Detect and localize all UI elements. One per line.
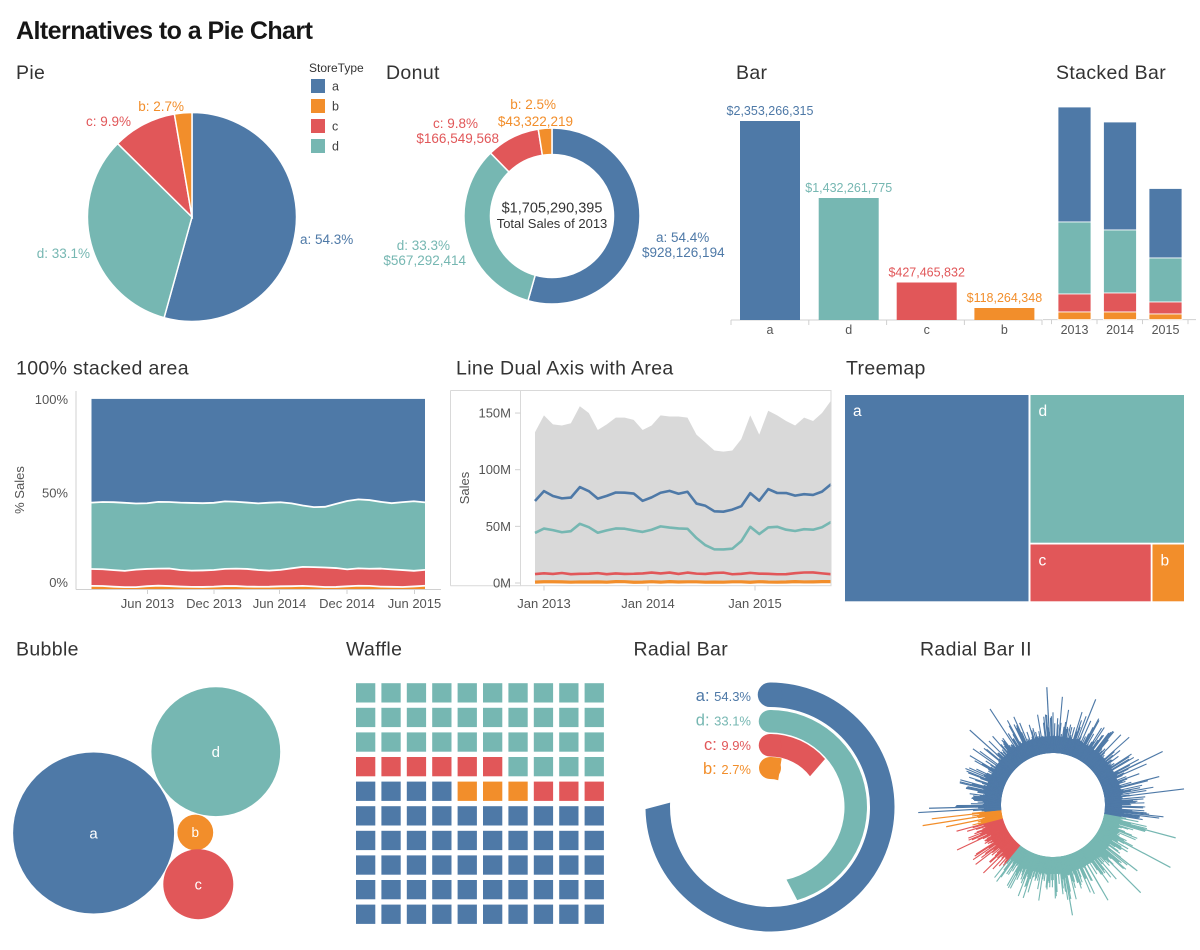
svg-text:d: d: [212, 744, 220, 761]
svg-text:c: c: [1039, 553, 1047, 570]
svg-text:d: 33.1%: d: 33.1%: [37, 246, 90, 261]
svg-text:$567,292,414: $567,292,414: [383, 253, 466, 268]
svg-text:d: 33.1%: d: 33.1%: [696, 712, 752, 730]
svg-text:% Sales: % Sales: [12, 466, 27, 514]
svg-text:Radial Bar II: Radial Bar II: [920, 639, 1032, 661]
svg-text:Line Dual Axis with Area: Line Dual Axis with Area: [456, 358, 674, 380]
svg-text:a: 54.3%: a: 54.3%: [696, 687, 752, 705]
svg-text:$2,353,266,315: $2,353,266,315: [727, 104, 814, 118]
svg-text:c: 9.8%: c: 9.8%: [433, 116, 478, 131]
svg-text:$118,264,348: $118,264,348: [967, 291, 1043, 305]
svg-text:c: 9.9%: c: 9.9%: [704, 736, 751, 754]
svg-text:50%: 50%: [42, 486, 68, 501]
svg-text:$1,705,290,395: $1,705,290,395: [502, 201, 603, 217]
svg-text:Donut: Donut: [386, 62, 440, 84]
svg-text:$43,322,219: $43,322,219: [498, 114, 573, 129]
svg-text:StoreType: StoreType: [309, 61, 364, 75]
svg-text:a: 54.4%: a: 54.4%: [656, 230, 709, 245]
svg-text:d: 33.3%: d: 33.3%: [397, 238, 450, 253]
svg-text:100% stacked area: 100% stacked area: [16, 358, 189, 380]
svg-text:Alternatives to a Pie Chart: Alternatives to a Pie Chart: [16, 17, 314, 45]
svg-text:100M: 100M: [478, 462, 511, 477]
svg-text:b: b: [192, 825, 200, 840]
svg-text:b: b: [1161, 553, 1170, 570]
svg-text:b: 2.7%: b: 2.7%: [703, 760, 751, 778]
svg-text:Sales: Sales: [457, 471, 472, 504]
svg-text:Radial Bar: Radial Bar: [634, 639, 729, 661]
svg-text:$427,465,832: $427,465,832: [888, 266, 965, 280]
svg-text:c: c: [332, 120, 338, 134]
svg-text:b: 2.7%: b: 2.7%: [138, 99, 184, 114]
svg-text:a: a: [767, 323, 774, 337]
svg-text:50M: 50M: [486, 519, 511, 534]
svg-text:Jun 2015: Jun 2015: [388, 596, 442, 611]
svg-text:b: b: [1001, 323, 1008, 337]
svg-text:d: d: [1039, 403, 1048, 420]
svg-text:a: a: [89, 825, 98, 842]
svg-text:Total Sales of 2013: Total Sales of 2013: [497, 216, 608, 231]
svg-text:Jun 2014: Jun 2014: [253, 596, 307, 611]
svg-text:d: d: [845, 323, 852, 337]
svg-text:2015: 2015: [1152, 323, 1180, 337]
svg-text:c: c: [924, 323, 930, 337]
svg-text:a: a: [332, 80, 339, 94]
svg-text:$1,432,261,775: $1,432,261,775: [805, 181, 892, 195]
svg-text:Waffle: Waffle: [346, 639, 402, 661]
svg-text:a: a: [853, 403, 862, 420]
svg-text:0M: 0M: [493, 576, 511, 591]
svg-text:c: c: [195, 877, 202, 893]
svg-text:Jan 2015: Jan 2015: [728, 596, 782, 611]
svg-text:a: 54.3%: a: 54.3%: [300, 232, 353, 247]
svg-text:0%: 0%: [49, 575, 68, 590]
svg-text:Jan 2014: Jan 2014: [621, 596, 675, 611]
svg-text:b: b: [332, 100, 339, 114]
svg-text:100%: 100%: [35, 392, 69, 407]
svg-text:c: 9.9%: c: 9.9%: [86, 114, 131, 129]
svg-text:$928,126,194: $928,126,194: [642, 245, 725, 260]
svg-text:Jun 2013: Jun 2013: [121, 596, 175, 611]
svg-text:Dec 2014: Dec 2014: [319, 596, 375, 611]
svg-text:Stacked Bar: Stacked Bar: [1056, 62, 1166, 84]
svg-text:2013: 2013: [1061, 323, 1089, 337]
svg-text:Pie: Pie: [16, 62, 45, 84]
svg-text:b: 2.5%: b: 2.5%: [510, 97, 556, 112]
svg-text:Jan 2013: Jan 2013: [517, 596, 571, 611]
svg-text:$166,549,568: $166,549,568: [416, 131, 499, 146]
svg-text:d: d: [332, 140, 339, 154]
svg-text:Bar: Bar: [736, 62, 768, 84]
svg-text:2014: 2014: [1106, 323, 1134, 337]
svg-text:Dec 2013: Dec 2013: [186, 596, 242, 611]
svg-text:Treemap: Treemap: [846, 358, 926, 380]
svg-text:Bubble: Bubble: [16, 639, 79, 661]
svg-text:150M: 150M: [478, 406, 511, 421]
